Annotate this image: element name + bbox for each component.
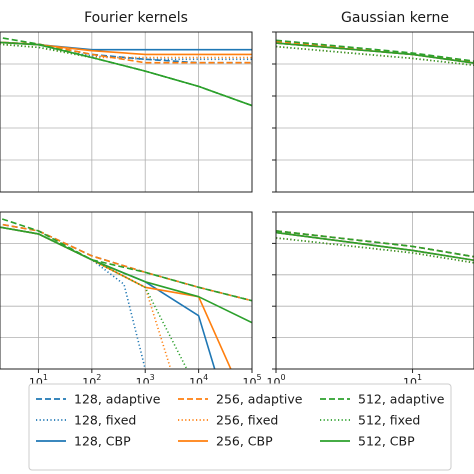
series-line <box>0 41 252 51</box>
series-group <box>276 39 474 67</box>
grid <box>276 212 474 369</box>
axes-frame <box>0 211 253 370</box>
axes-frame <box>275 31 474 193</box>
legend-label: 128, CBP <box>74 434 131 449</box>
series-line <box>276 237 474 264</box>
axes-frame <box>275 211 474 370</box>
panel-title: Fourier kernels <box>84 10 188 26</box>
legend-label: 128, fixed <box>74 413 136 428</box>
panels-layer: Fourier kernels Gaussian kerne 10010110210… <box>0 10 474 405</box>
legend-entry: 512, CBP <box>320 434 415 449</box>
series-group <box>0 36 252 107</box>
series-group <box>276 230 474 264</box>
series-line <box>0 223 252 302</box>
legend-entry: 512, adaptive <box>320 392 445 407</box>
legend-frame <box>28 383 452 471</box>
panel-bottom-right: 100101102103iteration <box>266 211 474 405</box>
series-line <box>0 217 252 302</box>
panel-title: Gaussian kerne <box>341 10 449 26</box>
series-line <box>0 41 252 56</box>
legend: 128, adaptive 128, fixed 128, CBP 256, adap… <box>28 383 452 471</box>
grid <box>276 32 474 192</box>
panel-bottom-left: 100101102103104105iteration <box>0 211 262 405</box>
series-line <box>276 237 474 264</box>
series-line <box>0 43 252 61</box>
grid <box>0 212 252 369</box>
series-line <box>0 226 216 369</box>
legend-label: 256, CBP <box>216 434 273 449</box>
legend-label: 512, fixed <box>358 413 420 428</box>
legend-label: 128, adaptive <box>74 392 161 407</box>
series-line <box>276 231 474 262</box>
axes-frame <box>0 31 253 193</box>
grid <box>0 32 252 192</box>
legend-label: 256, fixed <box>216 413 278 428</box>
series-line <box>276 231 474 262</box>
legend-entry: 512, fixed <box>320 413 420 428</box>
legend-label: 512, CBP <box>358 434 415 449</box>
series-line <box>276 230 474 258</box>
legend-label: 512, adaptive <box>358 392 445 407</box>
legend-entry: 256, adaptive <box>178 392 303 407</box>
series-line <box>276 231 474 262</box>
series-group <box>0 217 252 369</box>
panel-top-right: Gaussian kerne <box>272 10 474 193</box>
series-line <box>0 41 252 107</box>
series-line <box>276 45 474 67</box>
series-line <box>276 42 474 64</box>
legend-entry: 128, adaptive <box>36 392 161 407</box>
series-line <box>276 45 474 67</box>
panel-top-left: Fourier kernels <box>0 10 253 193</box>
legend-entry: 128, CBP <box>36 434 131 449</box>
legend-label: 256, adaptive <box>216 392 303 407</box>
legend-entry: 256, fixed <box>178 413 278 428</box>
series-line <box>0 226 252 324</box>
series-line <box>0 36 252 107</box>
legend-entry: 128, fixed <box>36 413 136 428</box>
series-line <box>276 45 474 67</box>
series-line <box>276 39 474 62</box>
series-line <box>0 226 188 369</box>
legend-entry: 256, CBP <box>178 434 273 449</box>
series-line <box>0 43 252 59</box>
series-line <box>276 237 474 264</box>
